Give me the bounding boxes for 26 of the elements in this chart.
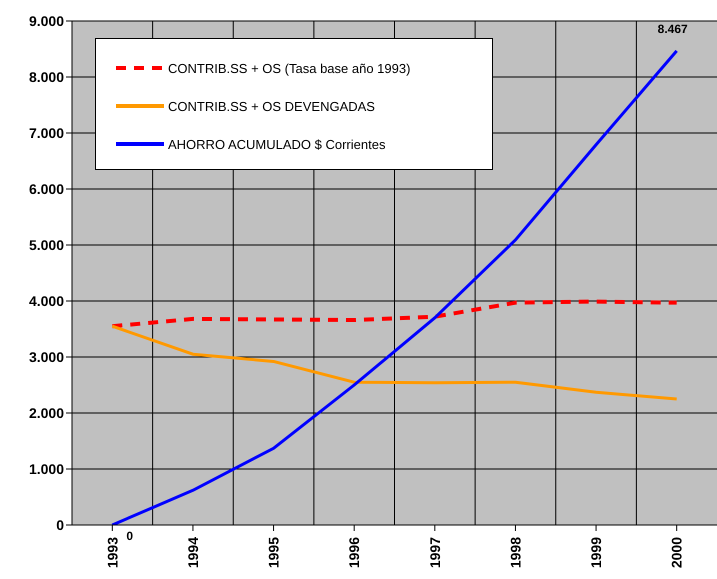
- x-tick-label: 1993: [104, 536, 120, 568]
- y-tick-label: 7.000: [28, 124, 64, 141]
- y-tick-label: 1.000: [28, 460, 64, 477]
- x-tick-label: 1998: [507, 536, 524, 568]
- line-series: [110, 49, 678, 525]
- y-tick-label: 2.000: [28, 404, 64, 421]
- line-series: [110, 300, 679, 328]
- y-tick-label: 3.000: [28, 348, 64, 365]
- x-tick-label: 1996: [346, 536, 362, 568]
- x-tick-label: 1995: [266, 536, 282, 568]
- y-tick-label: 0: [56, 516, 64, 533]
- legend-label: CONTRIB.SS + OS (Tasa base año 1993): [168, 60, 410, 76]
- y-tick-label: 5.000: [28, 236, 64, 253]
- y-tick-label: 9.000: [28, 12, 64, 29]
- data-label: 8.467: [658, 22, 688, 36]
- line-series: [110, 324, 678, 400]
- legend-label: CONTRIB.SS + OS DEVENGADAS: [168, 98, 375, 114]
- x-tick-label: 2000: [668, 536, 685, 568]
- y-tick-label: 8.000: [28, 68, 64, 85]
- y-tick-label: 4.000: [28, 292, 64, 309]
- x-tick-label: 1997: [426, 536, 443, 568]
- x-tick-label: 1999: [588, 536, 604, 568]
- legend-label: AHORRO ACUMULADO $ Corrientes: [168, 136, 386, 152]
- data-label: 0: [126, 529, 134, 543]
- y-tick-label: 6.000: [28, 180, 64, 197]
- x-tick-label: 1994: [184, 536, 201, 568]
